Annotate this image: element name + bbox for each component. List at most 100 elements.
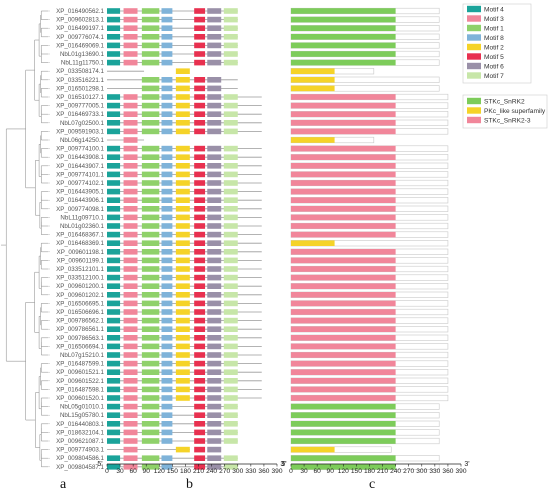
gene-label: XP_009786562.1 bbox=[56, 318, 104, 325]
motif-5-block bbox=[194, 206, 206, 212]
gene-label: XP_033508174.1 bbox=[56, 68, 104, 75]
motif-7-block bbox=[223, 352, 238, 358]
motif-1-block bbox=[141, 145, 160, 152]
motif-6-block bbox=[207, 240, 222, 246]
motif-5-block bbox=[194, 102, 206, 109]
motif-5-block bbox=[194, 335, 206, 341]
gene-label: XP_016468367.1 bbox=[56, 232, 104, 239]
axis-tick-label: 270 bbox=[219, 468, 230, 475]
motif-1-block bbox=[141, 120, 160, 126]
motif-7-block bbox=[223, 386, 238, 393]
gene-label: XP_009774102.1 bbox=[56, 180, 104, 187]
gene-label: XP_009591903.1 bbox=[56, 128, 104, 135]
domain-block bbox=[291, 455, 396, 461]
domain-block bbox=[291, 343, 396, 350]
motif-2-block bbox=[175, 317, 190, 324]
gene-label: NbL11g11750.1 bbox=[61, 60, 105, 67]
motif-5-block bbox=[194, 51, 206, 57]
motif-8-block bbox=[161, 188, 173, 195]
motif-7-block bbox=[223, 111, 238, 117]
motif-3-block bbox=[123, 137, 138, 143]
motif-3-block bbox=[123, 274, 138, 281]
motif-7-block bbox=[223, 421, 238, 427]
axis-tick-label: 60 bbox=[129, 468, 137, 475]
legend-swatch bbox=[467, 62, 481, 70]
motif-1-block bbox=[141, 94, 160, 100]
motif-2-block bbox=[175, 68, 190, 74]
motif-6-block bbox=[207, 214, 222, 221]
motif-4-block bbox=[107, 94, 121, 100]
gene-label: XP_016443907.1 bbox=[56, 163, 104, 170]
gene-label: XP_009602813.1 bbox=[56, 17, 104, 24]
motif-1-block bbox=[141, 429, 160, 436]
motif-5-block bbox=[194, 386, 206, 393]
motif-4-block bbox=[107, 25, 121, 31]
domain-block bbox=[291, 257, 396, 264]
motif-2-block bbox=[175, 77, 190, 83]
motif-8-block bbox=[161, 128, 173, 135]
domain-block bbox=[291, 206, 396, 212]
gene-label: XP_016506696.1 bbox=[56, 309, 104, 316]
domain-axis: 0 30 60 90 120 150 180 210 240 270 300 330 360 3905' 3… bbox=[281, 461, 469, 475]
motif-4-block bbox=[107, 309, 121, 315]
motif-6-block bbox=[207, 317, 222, 324]
motif-2-block bbox=[175, 231, 190, 238]
gene-label: XP_009774903.1 bbox=[56, 447, 104, 454]
motif-3-block bbox=[123, 335, 138, 341]
domain-block bbox=[291, 378, 396, 384]
motif-2-block bbox=[175, 446, 190, 453]
motif-2-block bbox=[175, 300, 190, 307]
motif-8-block bbox=[161, 300, 173, 307]
motif-5-block bbox=[194, 94, 206, 100]
domain-block bbox=[291, 16, 396, 23]
motif-6-block bbox=[207, 42, 222, 49]
motif-3-block bbox=[123, 145, 138, 152]
motif-8-block bbox=[161, 223, 173, 229]
motif-8-block bbox=[161, 421, 173, 427]
legend-label: PKc_like superfamily bbox=[484, 108, 546, 115]
motif-1-block bbox=[141, 240, 160, 246]
motif-3-block bbox=[123, 317, 138, 324]
motif-3-block bbox=[123, 343, 138, 350]
motif-5-block bbox=[194, 111, 206, 117]
motif-4-block bbox=[107, 343, 121, 350]
motif-1-block bbox=[141, 231, 160, 238]
motif-5-block bbox=[194, 369, 206, 375]
motif-5-block bbox=[194, 326, 206, 332]
legend-label: STKc_SnRK2-3 bbox=[484, 117, 531, 124]
motif-3-block bbox=[123, 128, 138, 135]
motif-1-block bbox=[141, 85, 160, 92]
motif-8-block bbox=[161, 438, 173, 444]
motif-5-block bbox=[194, 214, 206, 221]
motif-6-block bbox=[207, 369, 222, 375]
motif-3-block bbox=[123, 34, 138, 40]
motif-7-block bbox=[223, 25, 238, 31]
gene-label: XP_009601521.1 bbox=[56, 369, 104, 376]
motif-5-block bbox=[194, 34, 206, 40]
motif-3-block bbox=[123, 438, 138, 444]
axis-tick-label: 120 bbox=[154, 468, 165, 475]
motif-7-block bbox=[223, 300, 238, 307]
motif-3-block bbox=[123, 8, 138, 14]
motif-8-block bbox=[161, 249, 173, 255]
motif-1-block bbox=[141, 249, 160, 255]
motif-8-block bbox=[161, 25, 173, 31]
legend-label: Motif 8 bbox=[484, 35, 504, 42]
motif-7-block bbox=[223, 360, 238, 367]
three-prime-label: 3' bbox=[280, 461, 285, 468]
motif-6-block bbox=[207, 180, 222, 186]
gene-label: XP_016443905.1 bbox=[56, 189, 104, 196]
gene-label: XP_016510127.1 bbox=[56, 94, 104, 101]
motif-8-block bbox=[161, 309, 173, 315]
motif-2-block bbox=[175, 188, 190, 195]
gene-label: XP_009774100.1 bbox=[56, 146, 104, 153]
gene-label: XP_033512101.1 bbox=[56, 266, 104, 273]
motif-1-block bbox=[141, 188, 160, 195]
motif-4-block bbox=[107, 429, 121, 436]
motif-2-block bbox=[175, 309, 190, 315]
motif-3-block bbox=[123, 240, 138, 246]
motif-1-block bbox=[141, 154, 160, 160]
legend-swatch bbox=[467, 15, 481, 22]
motif-3-block bbox=[123, 94, 138, 100]
axis-tick-label: 240 bbox=[206, 468, 217, 475]
